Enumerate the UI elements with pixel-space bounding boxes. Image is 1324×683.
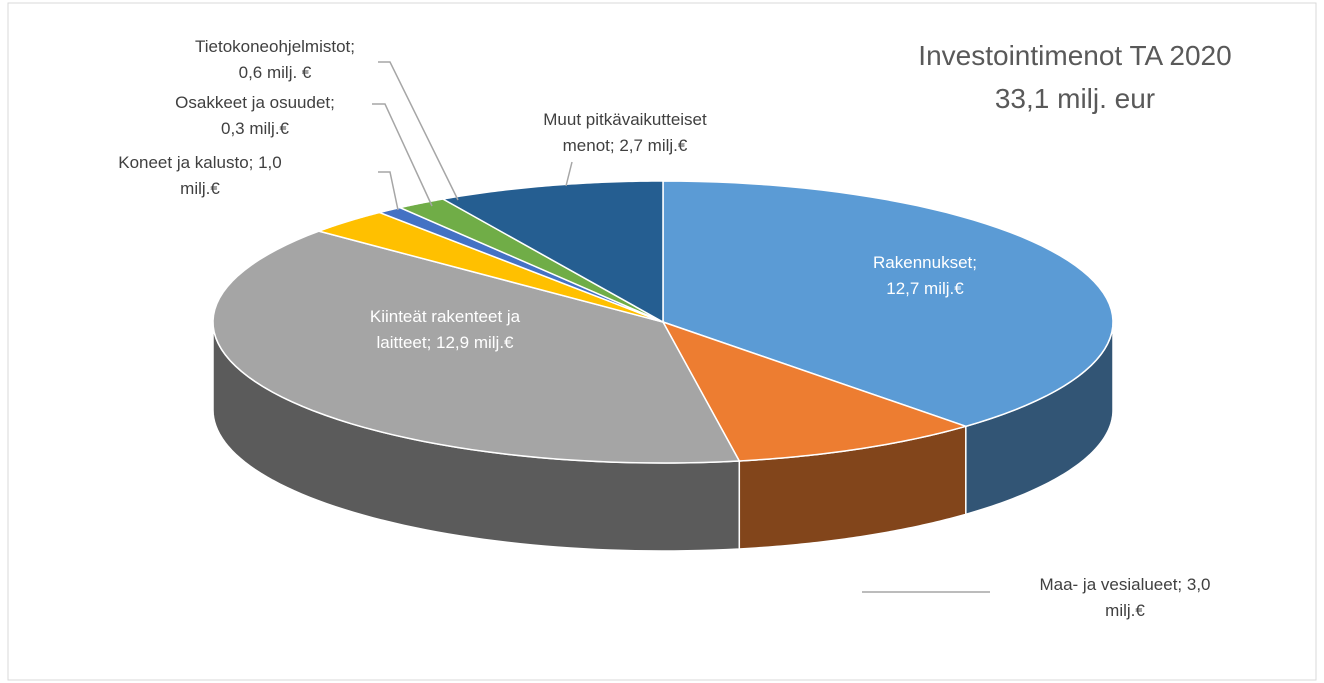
- slice: [661, 320, 969, 462]
- data-label: Rakennukset; 12,7 milj.€: [873, 253, 977, 298]
- data-labels: Rakennukset; 12,7 milj.€ Maa- ja vesialuee…: [118, 37, 1210, 620]
- data-label: Kiinteät rakenteet ja laitteet; 12,9 milj…: [370, 307, 521, 352]
- data-label: Koneet ja kalusto; 1,0 milj.€: [118, 153, 282, 198]
- slice: [316, 211, 664, 323]
- chart-subtitle: 33,1 milj. eur: [995, 83, 1155, 114]
- chart-title: Investointimenot TA 2020: [918, 40, 1231, 71]
- leader-line: [378, 171, 399, 211]
- slice: [440, 180, 664, 324]
- data-label: Muut pitkävaikutteiset menot; 2,7 milj.€: [543, 110, 707, 155]
- leader-line: [372, 103, 433, 207]
- slice: [662, 180, 1114, 428]
- slice: [377, 206, 664, 323]
- slice: [212, 230, 741, 464]
- pie-tops: [212, 180, 1114, 464]
- slice: [397, 198, 664, 323]
- data-label: Tietokoneohjelmistot; 0,6 milj. €: [195, 37, 355, 82]
- data-label: Maa- ja vesialueet; 3,0 milj.€: [1039, 575, 1210, 620]
- data-label: Osakkeet ja osuudet; 0,3 milj.€: [175, 93, 335, 138]
- leader-line: [565, 161, 573, 187]
- leader-line: [378, 61, 459, 201]
